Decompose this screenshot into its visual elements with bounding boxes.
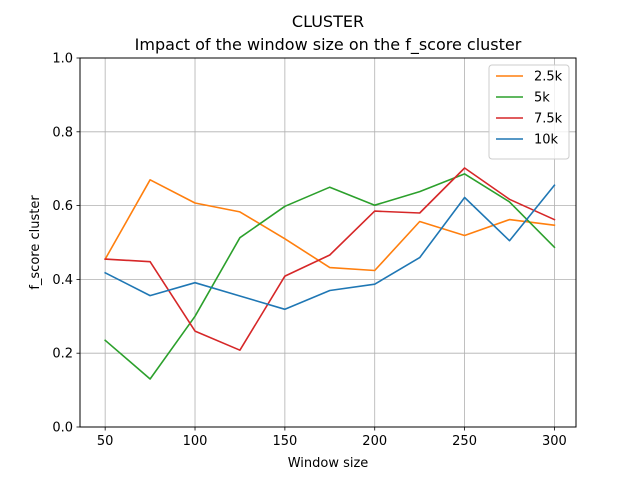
chart-title: CLUSTER xyxy=(292,12,364,31)
y-tick-label: 0.8 xyxy=(52,125,73,140)
y-tick-label: 1.0 xyxy=(52,52,73,67)
y-tick-label: 0.2 xyxy=(52,347,73,362)
legend-label-7.5k: 7.5k xyxy=(534,112,563,127)
series-line-2.5k xyxy=(104,179,556,272)
x-axis-label: Window size xyxy=(288,456,369,471)
legend-box xyxy=(488,64,570,160)
y-tick-label: 0.6 xyxy=(52,199,73,214)
y-tick-label: 0.4 xyxy=(52,273,73,288)
series-line-10k xyxy=(104,184,556,311)
chart-subtitle: Impact of the window size on the f_score… xyxy=(135,35,522,55)
series-line-7.5k xyxy=(104,167,556,352)
x-tick-label: 250 xyxy=(452,434,477,449)
y-tick-label: 0.0 xyxy=(52,421,73,436)
axis-ticks: 50 100 150 200 250 300 0.0 0.2 0.4 0.6 0.8 1.0 xyxy=(52,52,567,450)
series-line-5k xyxy=(104,173,556,380)
x-tick-label: 200 xyxy=(362,434,387,449)
x-tick-label: 150 xyxy=(272,434,297,449)
x-tick-label: 100 xyxy=(183,434,208,449)
plot-frame xyxy=(79,57,577,428)
x-tick-label: 50 xyxy=(97,434,114,449)
legend-label-5k: 5k xyxy=(534,91,550,106)
legend-label-10k: 10k xyxy=(534,133,559,148)
series-layer xyxy=(104,167,556,380)
legend: 2.5k 5k 7.5k 10k xyxy=(488,64,570,160)
legend-label-2.5k: 2.5k xyxy=(534,70,563,85)
x-tick-label: 300 xyxy=(542,434,567,449)
y-axis-label: f_score cluster xyxy=(28,195,43,290)
